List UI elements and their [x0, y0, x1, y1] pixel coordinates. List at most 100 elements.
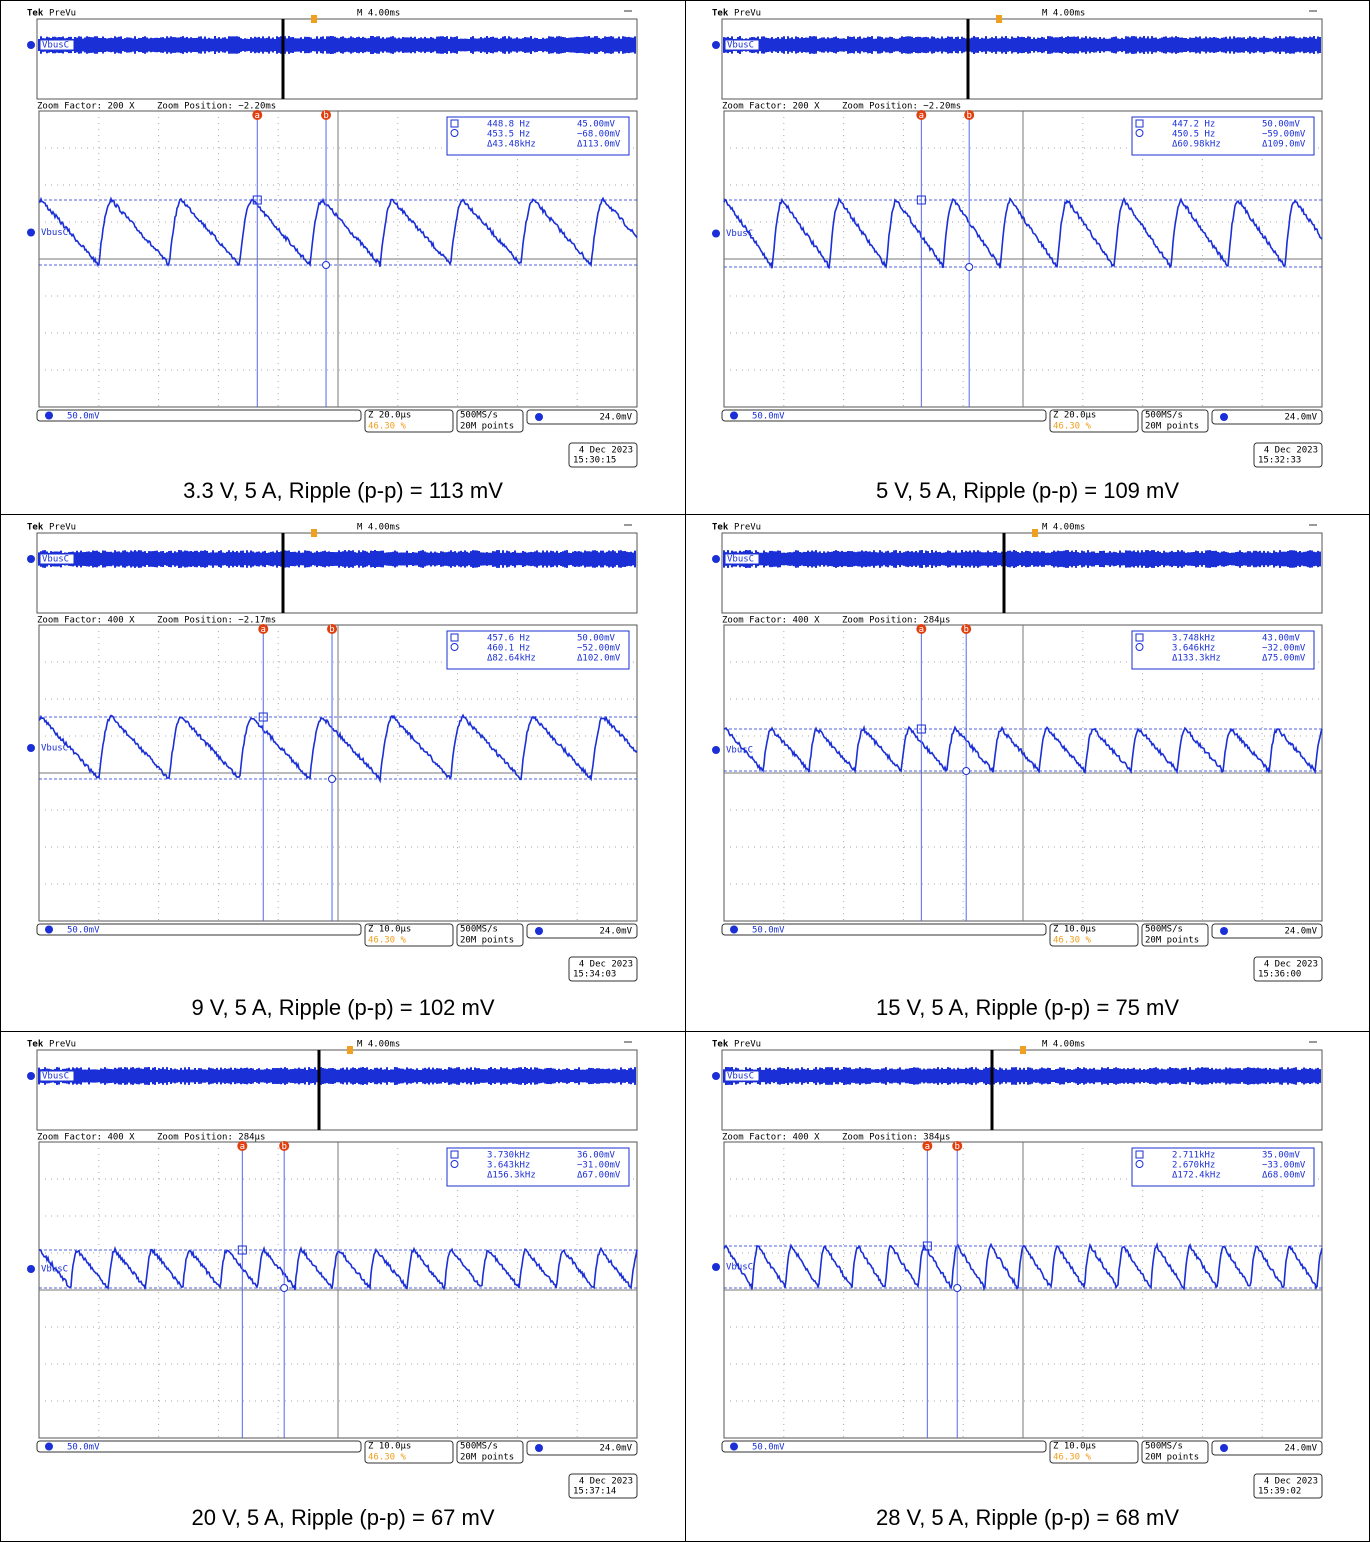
readout: Δ82.64kHz [487, 654, 536, 664]
trigger-marker [996, 15, 1002, 23]
mode: PreVu [734, 9, 761, 19]
overview-box [722, 533, 1322, 613]
panel-cell: TekPreVuM 4.00msVbusCZoom Factor: 400 XZ… [686, 515, 1369, 1032]
trigger-position: 46.30 % [1053, 422, 1092, 432]
sample-rate: 500MS/s [460, 411, 498, 421]
readout: Δ156.3kHz [487, 1171, 536, 1181]
cursor-label: b [966, 111, 971, 121]
cursor-point [329, 776, 336, 783]
trigger-position: 46.30 % [1053, 936, 1092, 946]
trigger-level: 24.0mV [1284, 927, 1317, 937]
channel-marker [27, 229, 35, 237]
channel-label: VbusC [42, 41, 69, 51]
readout: 43.00mV [1262, 634, 1301, 644]
page: TekPreVuM 4.00msVbusCZoom Factor: 200 XZ… [0, 0, 1370, 1542]
channel-marker [712, 746, 720, 754]
brand: Tek [27, 523, 44, 533]
zoom-scale: Z 10.0µs [1053, 925, 1096, 935]
channel-label: VbusC [41, 228, 68, 238]
readout: Δ102.0mV [577, 654, 621, 664]
overview-trace [39, 1067, 635, 1085]
time: 15:39:02 [1258, 1487, 1301, 1497]
channel-marker [27, 555, 35, 563]
readout: Δ133.3kHz [1172, 654, 1221, 664]
mode: PreVu [734, 1040, 761, 1050]
time: 15:32:33 [1258, 456, 1301, 466]
mode: PreVu [49, 523, 76, 533]
trigger-level: 24.0mV [599, 413, 632, 423]
readout: 457.6 Hz [487, 634, 530, 644]
record-length: 20M points [1145, 936, 1199, 946]
caption: 28 V, 5 A, Ripple (p-p) = 68 mV [686, 1505, 1369, 1531]
scope-screen: TekPreVuM 4.00msVbusCZoom Factor: 200 XZ… [27, 7, 657, 475]
mode: PreVu [734, 523, 761, 533]
zoom-factor: Zoom Factor: 400 X [722, 1133, 820, 1143]
readout: 45.00mV [577, 120, 616, 130]
panel-cell: TekPreVuM 4.00msVbusCZoom Factor: 200 XZ… [686, 1, 1369, 515]
ch-icon [730, 412, 738, 420]
trigger-marker [311, 529, 317, 537]
cursor-point [963, 768, 970, 775]
readout: 3.730kHz [487, 1151, 530, 1161]
sample-rate: 500MS/s [1145, 925, 1183, 935]
ch-icon [535, 927, 543, 935]
ch-icon [730, 1443, 738, 1451]
brand: Tek [27, 1040, 44, 1050]
ch-icon [1220, 927, 1228, 935]
cursor-point [954, 1285, 961, 1292]
sample-rate: 500MS/s [1145, 411, 1183, 421]
readout: 447.2 Hz [1172, 120, 1215, 130]
zoom-scale: Z 20.0µs [1053, 411, 1096, 421]
vertical-scale: 50.0mV [752, 412, 785, 422]
ch-icon [45, 1443, 53, 1451]
time: 15:37:14 [573, 1487, 616, 1497]
ch-icon [1220, 413, 1228, 421]
readout: 3.748kHz [1172, 634, 1215, 644]
cursor-point [323, 262, 330, 269]
zoom-scale: Z 10.0µs [1053, 1442, 1096, 1452]
trigger-position: 46.30 % [368, 422, 407, 432]
ch-icon [535, 413, 543, 421]
trigger-position: 46.30 % [368, 936, 407, 946]
cursor-label: a [919, 111, 924, 121]
readout: 3.643kHz [487, 1161, 530, 1171]
caption: 9 V, 5 A, Ripple (p-p) = 102 mV [1, 995, 685, 1021]
overview-trace [724, 1067, 1320, 1085]
record-length: 20M points [460, 422, 514, 432]
readout: −31.00mV [577, 1161, 621, 1171]
scope-screen: TekPreVuM 4.00msVbusCZoom Factor: 200 XZ… [712, 7, 1342, 475]
channel-marker [712, 1072, 720, 1080]
channel-label: VbusC [727, 41, 754, 51]
zoom-scale: Z 10.0µs [368, 925, 411, 935]
zoom-position: Zoom Position: −2.20ms [842, 102, 961, 112]
cursor-label: b [329, 625, 334, 635]
channel-marker [27, 744, 35, 752]
cursor-label: a [240, 1142, 245, 1152]
readout: Δ172.4kHz [1172, 1171, 1221, 1181]
channel-marker [712, 41, 720, 49]
overview-trace [39, 550, 635, 568]
zoom-factor: Zoom Factor: 200 X [37, 102, 135, 112]
trigger-marker [311, 15, 317, 23]
date: 4 Dec 2023 [1264, 446, 1318, 456]
caption: 5 V, 5 A, Ripple (p-p) = 109 mV [686, 478, 1369, 504]
caption: 15 V, 5 A, Ripple (p-p) = 75 mV [686, 995, 1369, 1021]
zoom-factor: Zoom Factor: 200 X [722, 102, 820, 112]
readout: Δ60.98kHz [1172, 140, 1221, 150]
sample-rate: 500MS/s [1145, 1442, 1183, 1452]
readout: 2.670kHz [1172, 1161, 1215, 1171]
readout: Δ75.00mV [1262, 654, 1306, 664]
overview-box [722, 19, 1322, 99]
trigger-level: 24.0mV [599, 1444, 632, 1454]
channel-label: VbusC [727, 555, 754, 565]
channel-label: VbusC [42, 1072, 69, 1082]
record-length: 20M points [460, 936, 514, 946]
readout: −59.00mV [1262, 130, 1306, 140]
readout: Δ43.48kHz [487, 140, 536, 150]
zoom-position: Zoom Position: 284µs [842, 616, 950, 626]
channel-marker [27, 1265, 35, 1273]
caption: 20 V, 5 A, Ripple (p-p) = 67 mV [1, 1505, 685, 1531]
cursor-point [281, 1285, 288, 1292]
cursor-label: a [919, 625, 924, 635]
